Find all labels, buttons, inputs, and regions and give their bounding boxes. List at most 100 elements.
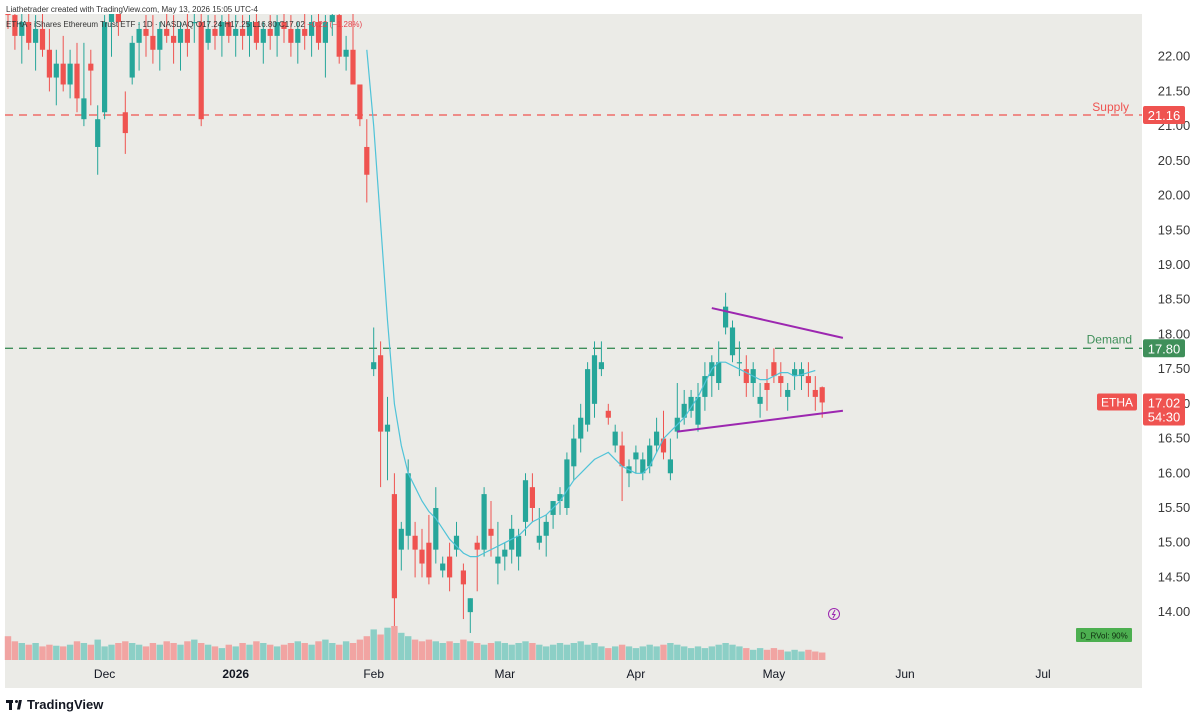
y-tick-label: 19.50 (1158, 222, 1191, 237)
candle-body (164, 28, 170, 36)
volume-bar (694, 646, 702, 660)
volume-bar (108, 644, 115, 660)
volume-bar (632, 648, 640, 660)
candle-body (440, 563, 446, 571)
demand-price-tag-label: 17.80 (1148, 341, 1181, 356)
lightning-icon[interactable] (828, 608, 840, 620)
candle-body (598, 362, 604, 370)
volume-bar (446, 641, 453, 660)
volume-bar (508, 644, 515, 660)
volume-bar (812, 651, 819, 660)
supply-price-tag (1143, 106, 1185, 125)
volume-bar (87, 644, 94, 660)
volume-bar (384, 627, 391, 660)
volume-bar (425, 639, 433, 660)
volume-bar (377, 634, 384, 660)
volume-bar (101, 646, 108, 660)
triangle-lower-trendline (677, 409, 844, 433)
candle-body (819, 387, 825, 403)
moving-average-line (366, 49, 816, 558)
candle-body (309, 22, 315, 36)
volume-bar (639, 646, 646, 660)
plot-area[interactable] (5, 14, 1142, 688)
volume-bar (32, 643, 39, 660)
candle-body (219, 22, 225, 36)
x-tick-label: Jun (895, 667, 914, 681)
y-tick-label: 20.50 (1158, 153, 1191, 168)
volume-bar (743, 648, 750, 660)
volume-bar (60, 646, 67, 660)
volume-bar (18, 643, 25, 660)
volume-bar (701, 648, 709, 660)
candle-body (481, 494, 487, 550)
candle-body (667, 459, 673, 474)
volume-bar (198, 643, 205, 660)
volume-bar (246, 644, 253, 660)
candle-body (453, 535, 460, 550)
volume-bar (177, 644, 184, 660)
volume-bar (391, 626, 398, 660)
y-tick-label: 21.50 (1158, 83, 1191, 98)
candle-body (336, 15, 342, 57)
candle-body (378, 355, 384, 432)
candle-body (302, 28, 308, 36)
candle-body (605, 410, 611, 418)
candle-body (205, 28, 211, 43)
volume-bar (577, 641, 584, 660)
volume-bar (405, 636, 412, 660)
volume-bar (267, 644, 274, 660)
candle-body (143, 28, 149, 36)
volume-bar (618, 644, 626, 660)
candle-body (516, 535, 522, 557)
volume-bar (460, 639, 467, 660)
volume-bar (73, 641, 81, 660)
volume-bar (315, 641, 322, 660)
bar-countdown-label: 54:30 (1148, 409, 1181, 424)
volume-bar (4, 636, 12, 660)
volume-bar (287, 643, 295, 660)
candle-body (46, 49, 52, 78)
candle-body (447, 556, 453, 578)
candle-body (502, 549, 508, 557)
tradingview-logo[interactable]: TradingView (6, 697, 103, 712)
legend-ohlc: O17.24 H17.25 L16.80 C17.02 (195, 20, 305, 29)
y-tick-label: 14.00 (1158, 604, 1191, 619)
volume-bar (591, 643, 598, 660)
volume-bar (356, 639, 364, 660)
volume-bar (501, 643, 508, 660)
candle-body (157, 28, 163, 50)
candle-body (274, 22, 280, 36)
candle-body (212, 28, 218, 36)
symbol-legend[interactable]: ETHA · iShares Ethereum Trust ETF · 1D ·… (6, 20, 362, 29)
candle-body (460, 570, 466, 585)
candle-body (171, 35, 177, 43)
legend-change: −0.22 (−1.28%) (307, 20, 363, 29)
candle-body (260, 28, 266, 43)
volume-bar (273, 646, 281, 660)
candle-body (253, 22, 259, 43)
y-tick-label: 18.00 (1158, 326, 1191, 341)
x-tick-label: 2026 (222, 667, 249, 681)
volume-bar (756, 648, 764, 660)
volume-bar (232, 646, 239, 660)
volume-bar (715, 644, 722, 660)
symbol-tag (1097, 393, 1137, 411)
candle-body (798, 369, 805, 377)
volume-bar (556, 643, 564, 660)
volume-bar (211, 646, 219, 660)
candle-body (660, 438, 667, 453)
candle-body (743, 369, 749, 384)
candle-body (19, 22, 25, 36)
volume-bar (791, 649, 798, 660)
volume-bar (563, 644, 571, 660)
volume-bar (681, 646, 688, 660)
candle-body (240, 28, 246, 36)
volume-bar (487, 643, 495, 660)
candle-body (191, 22, 197, 24)
volume-bar (411, 639, 419, 660)
candle-body (226, 22, 232, 36)
candle-body (74, 63, 80, 99)
volume-bar (798, 651, 805, 660)
